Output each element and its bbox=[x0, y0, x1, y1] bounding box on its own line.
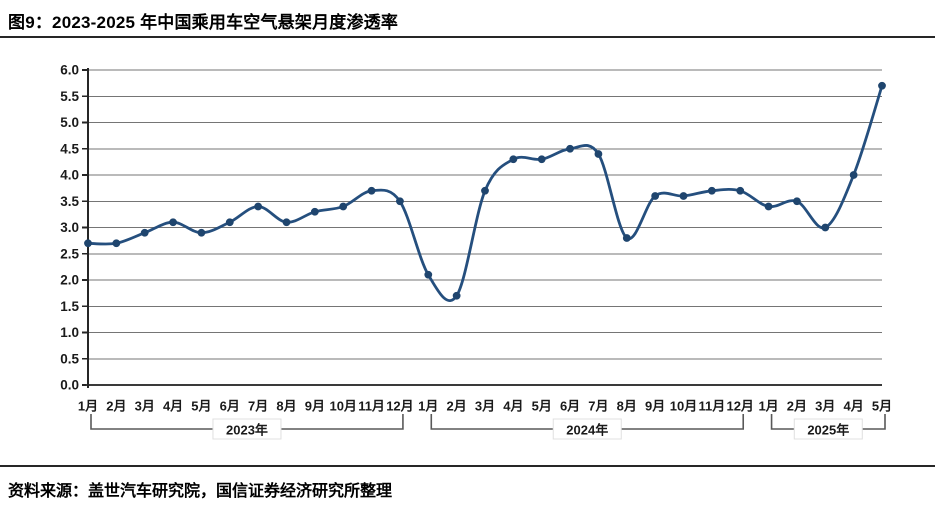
x-tick-label: 9月 bbox=[645, 399, 665, 414]
data-point bbox=[651, 192, 660, 200]
data-point bbox=[566, 144, 574, 153]
year-group-label: 2024年 bbox=[566, 423, 608, 438]
x-tick-label: 10月 bbox=[670, 399, 697, 414]
year-group-label: 2025年 bbox=[807, 423, 849, 438]
x-tick-label: 2月 bbox=[447, 399, 467, 414]
data-point bbox=[396, 197, 404, 206]
data-point bbox=[282, 218, 291, 227]
x-tick-label: 8月 bbox=[617, 399, 637, 414]
data-point bbox=[622, 234, 631, 242]
y-tick-label: 4.0 bbox=[60, 168, 79, 183]
data-point bbox=[594, 150, 603, 158]
data-point bbox=[140, 228, 149, 237]
x-tick-label: 11月 bbox=[358, 399, 385, 414]
data-point bbox=[481, 186, 489, 195]
data-point bbox=[367, 186, 376, 195]
figure-title: 图9：2023-2025 年中国乘用车空气悬架月度渗透率 bbox=[8, 13, 399, 32]
x-tick-label: 5月 bbox=[191, 399, 211, 414]
x-tick-label: 6月 bbox=[560, 399, 580, 414]
data-point bbox=[509, 155, 518, 164]
x-tick-label: 10月 bbox=[329, 399, 356, 414]
data-point bbox=[821, 223, 830, 232]
data-point bbox=[225, 218, 234, 227]
data-point bbox=[537, 155, 546, 164]
data-point bbox=[310, 207, 319, 216]
data-point bbox=[254, 202, 263, 211]
y-axis-labels: 0.0 0.5 1.0 1.5 2.0 2.5 3.0 3.5 4.0 4.5 5.0 5.5 6.0 bbox=[60, 63, 79, 393]
x-tick-label: 3月 bbox=[815, 399, 835, 414]
x-axis-labels: 1月 2月 3月 4月 5月 6月 7月 8月 9月 10月 11月 12月 1月 2月 3月 4月 5月 6月 7… bbox=[78, 399, 892, 414]
y-tick-label: 2.5 bbox=[60, 246, 79, 261]
x-tick-label: 2月 bbox=[106, 399, 126, 414]
x-tick-label: 8月 bbox=[276, 399, 296, 414]
gridlines bbox=[82, 69, 882, 386]
y-tick-label: 0.5 bbox=[60, 351, 79, 366]
data-point bbox=[764, 202, 773, 211]
x-tick-label: 4月 bbox=[844, 399, 864, 414]
y-tick-label: 1.0 bbox=[60, 325, 79, 340]
data-source-note: 资料来源：盖世汽车研究院，国信证券经济研究所整理 bbox=[8, 483, 393, 500]
data-point bbox=[452, 291, 461, 300]
data-point bbox=[679, 192, 688, 200]
x-tick-label: 7月 bbox=[588, 399, 608, 414]
title-divider-line bbox=[0, 36, 935, 38]
x-tick-label: 6月 bbox=[220, 399, 240, 414]
x-tick-label: 12月 bbox=[726, 399, 753, 414]
year-label-box bbox=[212, 418, 282, 440]
source-divider-line bbox=[0, 465, 935, 467]
data-point bbox=[793, 197, 801, 206]
y-tick-label: 4.5 bbox=[60, 141, 79, 156]
data-point bbox=[169, 218, 177, 227]
y-tick-label: 1.5 bbox=[60, 299, 79, 314]
y-tick-label: 0.0 bbox=[60, 378, 79, 393]
data-point bbox=[707, 186, 716, 195]
year-group-label: 2023年 bbox=[226, 423, 268, 438]
y-tick-label: 3.0 bbox=[60, 220, 79, 235]
year-group-brackets: 2023年 2024年 2025年 bbox=[90, 414, 886, 440]
y-tick-label: 6.0 bbox=[60, 63, 79, 78]
x-tick-label: 3月 bbox=[475, 399, 495, 414]
data-point bbox=[84, 239, 92, 248]
year-bracket bbox=[770, 414, 886, 430]
x-tick-label: 1月 bbox=[418, 399, 438, 414]
data-point bbox=[849, 171, 858, 179]
x-tick-label: 4月 bbox=[163, 399, 183, 414]
x-tick-label: 7月 bbox=[248, 399, 268, 414]
year-bracket bbox=[90, 414, 404, 430]
y-tick-label: 3.5 bbox=[60, 194, 79, 209]
y-tick-label: 5.0 bbox=[60, 115, 79, 130]
x-tick-label: 9月 bbox=[305, 399, 325, 414]
data-point bbox=[878, 81, 886, 90]
x-tick-label: 4月 bbox=[503, 399, 523, 414]
data-point bbox=[736, 186, 745, 195]
y-tick-label: 2.0 bbox=[60, 273, 79, 288]
year-label-box bbox=[793, 418, 863, 440]
x-tick-label: 2月 bbox=[787, 399, 807, 414]
x-tick-label: 12月 bbox=[386, 399, 413, 414]
y-tick-label: 5.5 bbox=[60, 89, 79, 104]
x-tick-label: 1月 bbox=[78, 399, 98, 414]
x-tick-label: 11月 bbox=[698, 399, 725, 414]
data-point bbox=[197, 228, 206, 237]
year-bracket bbox=[430, 414, 745, 430]
data-point bbox=[424, 270, 433, 279]
x-tick-label: 3月 bbox=[135, 399, 155, 414]
data-point bbox=[112, 239, 121, 248]
series-markers bbox=[84, 81, 886, 300]
data-point bbox=[339, 202, 348, 211]
year-label-box bbox=[552, 418, 622, 440]
x-tick-label: 5月 bbox=[872, 399, 892, 414]
x-tick-label: 1月 bbox=[758, 399, 778, 414]
x-tick-label: 5月 bbox=[532, 399, 552, 414]
